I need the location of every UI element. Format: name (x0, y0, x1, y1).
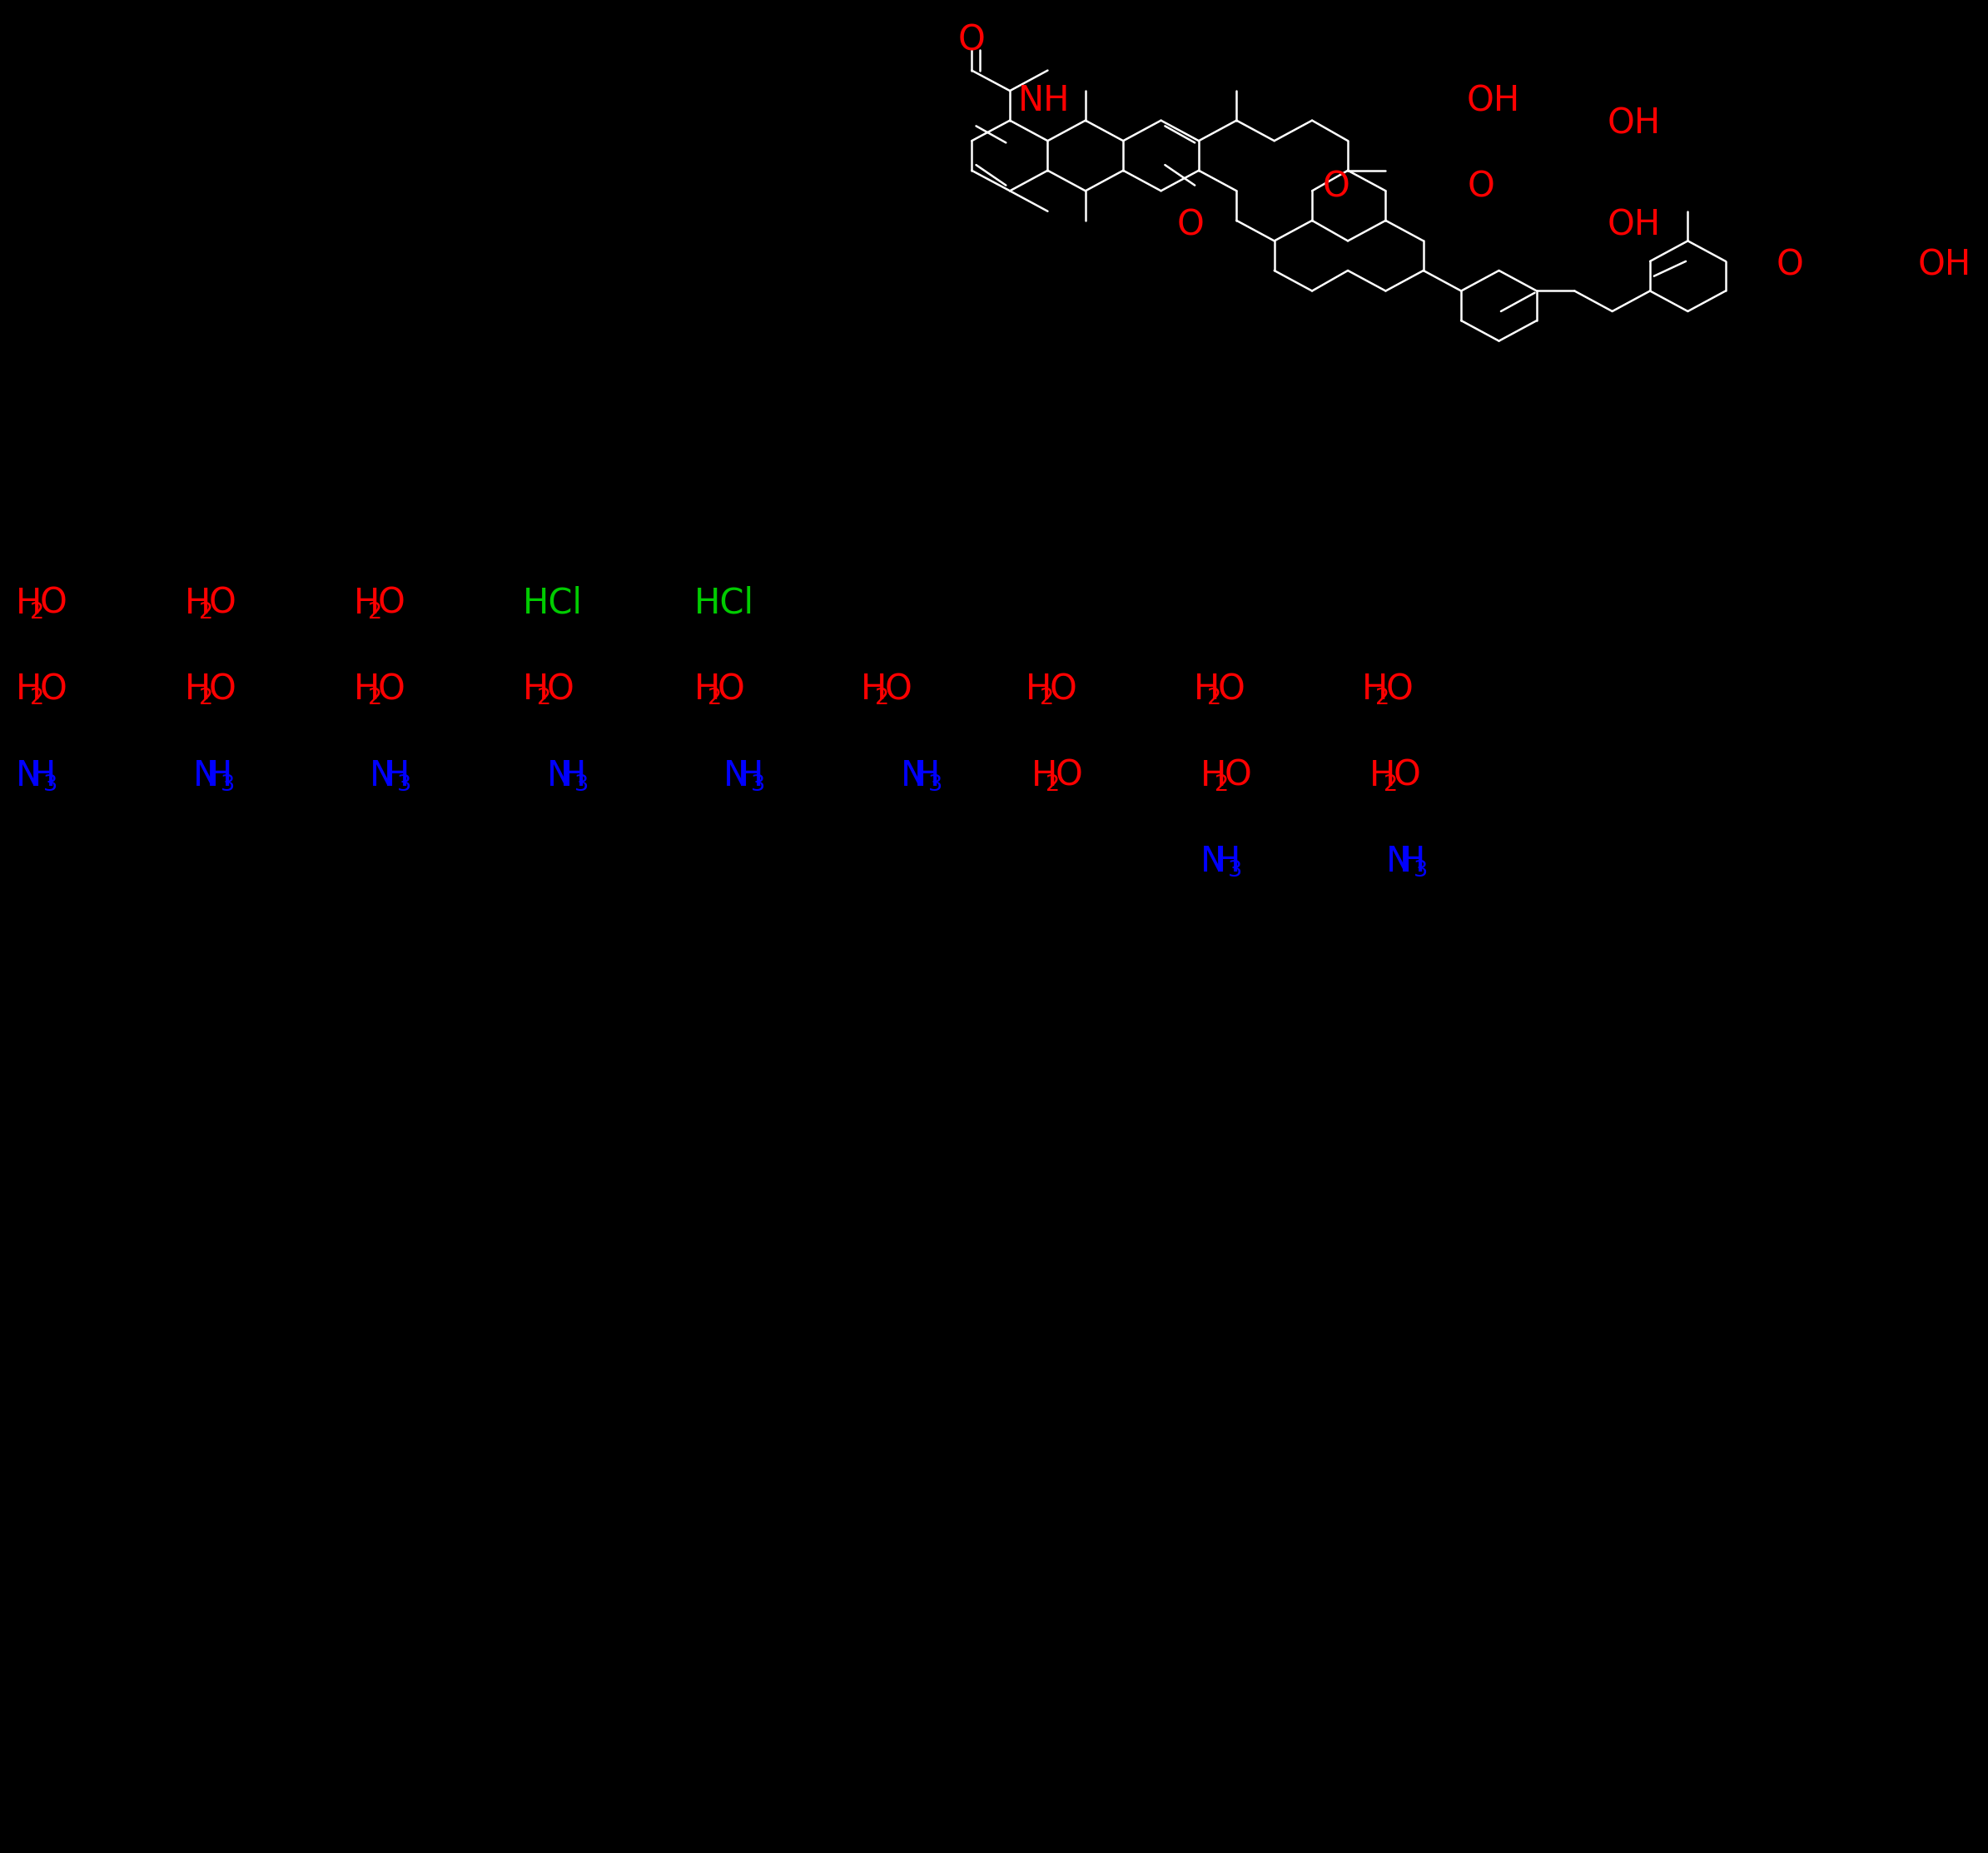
Text: O: O (958, 24, 986, 57)
Text: H: H (1201, 758, 1227, 793)
Text: O: O (1322, 170, 1350, 204)
Text: H: H (207, 758, 233, 793)
Text: 2: 2 (1215, 775, 1229, 795)
Text: 3: 3 (928, 775, 942, 795)
Text: O: O (1394, 758, 1421, 793)
Text: N: N (1386, 845, 1411, 880)
Text: 2: 2 (537, 687, 551, 710)
Text: O: O (1177, 208, 1205, 243)
Text: O: O (885, 673, 912, 708)
Text: 2: 2 (368, 687, 382, 710)
Text: 2: 2 (368, 602, 382, 623)
Text: 2: 2 (199, 687, 213, 710)
Text: N: N (901, 758, 926, 793)
Text: N: N (193, 758, 219, 793)
Text: 3: 3 (575, 775, 588, 795)
Text: H: H (185, 673, 211, 708)
Text: H: H (1032, 758, 1058, 793)
Text: 3: 3 (221, 775, 235, 795)
Text: H: H (861, 673, 887, 708)
Text: H: H (1362, 673, 1388, 708)
Text: O: O (40, 586, 68, 621)
Text: 2: 2 (30, 687, 44, 710)
Text: H: H (30, 758, 56, 793)
Text: H: H (1370, 758, 1396, 793)
Text: 3: 3 (398, 775, 412, 795)
Text: NH: NH (1018, 83, 1070, 119)
Text: H: H (1215, 845, 1241, 880)
Text: 2: 2 (1207, 687, 1223, 710)
Text: HCl: HCl (694, 586, 753, 621)
Text: OH: OH (1608, 208, 1660, 243)
Text: N: N (547, 758, 573, 793)
Text: 2: 2 (199, 602, 213, 623)
Text: 2: 2 (1376, 687, 1390, 710)
Text: H: H (561, 758, 586, 793)
Text: O: O (1056, 758, 1083, 793)
Text: 2: 2 (1040, 687, 1054, 710)
Text: H: H (354, 673, 380, 708)
Text: HCl: HCl (523, 586, 582, 621)
Text: 2: 2 (1384, 775, 1398, 795)
Text: O: O (1225, 758, 1252, 793)
Text: O: O (40, 673, 68, 708)
Text: O: O (209, 586, 237, 621)
Text: H: H (523, 673, 549, 708)
Text: 3: 3 (751, 775, 765, 795)
Text: H: H (1400, 845, 1425, 880)
Text: O: O (718, 673, 746, 708)
Text: 2: 2 (30, 602, 44, 623)
Text: H: H (16, 586, 42, 621)
Text: N: N (370, 758, 396, 793)
Text: 3: 3 (1413, 860, 1427, 882)
Text: H: H (914, 758, 940, 793)
Text: 3: 3 (44, 775, 58, 795)
Text: OH: OH (1467, 83, 1519, 119)
Text: N: N (724, 758, 749, 793)
Text: O: O (378, 673, 406, 708)
Text: O: O (1777, 248, 1803, 282)
Text: N: N (1201, 845, 1227, 880)
Text: H: H (1193, 673, 1221, 708)
Text: OH: OH (1918, 248, 1970, 282)
Text: O: O (1217, 673, 1244, 708)
Text: O: O (378, 586, 406, 621)
Text: N: N (16, 758, 42, 793)
Text: H: H (185, 586, 211, 621)
Text: H: H (354, 586, 380, 621)
Text: H: H (738, 758, 763, 793)
Text: OH: OH (1608, 106, 1660, 141)
Text: H: H (694, 673, 720, 708)
Text: H: H (1026, 673, 1052, 708)
Text: O: O (547, 673, 575, 708)
Text: 2: 2 (875, 687, 889, 710)
Text: O: O (209, 673, 237, 708)
Text: 3: 3 (1229, 860, 1242, 882)
Text: O: O (1467, 170, 1495, 204)
Text: O: O (1050, 673, 1077, 708)
Text: 2: 2 (1046, 775, 1060, 795)
Text: H: H (16, 673, 42, 708)
Text: H: H (384, 758, 410, 793)
Text: O: O (1386, 673, 1413, 708)
Text: 2: 2 (708, 687, 722, 710)
